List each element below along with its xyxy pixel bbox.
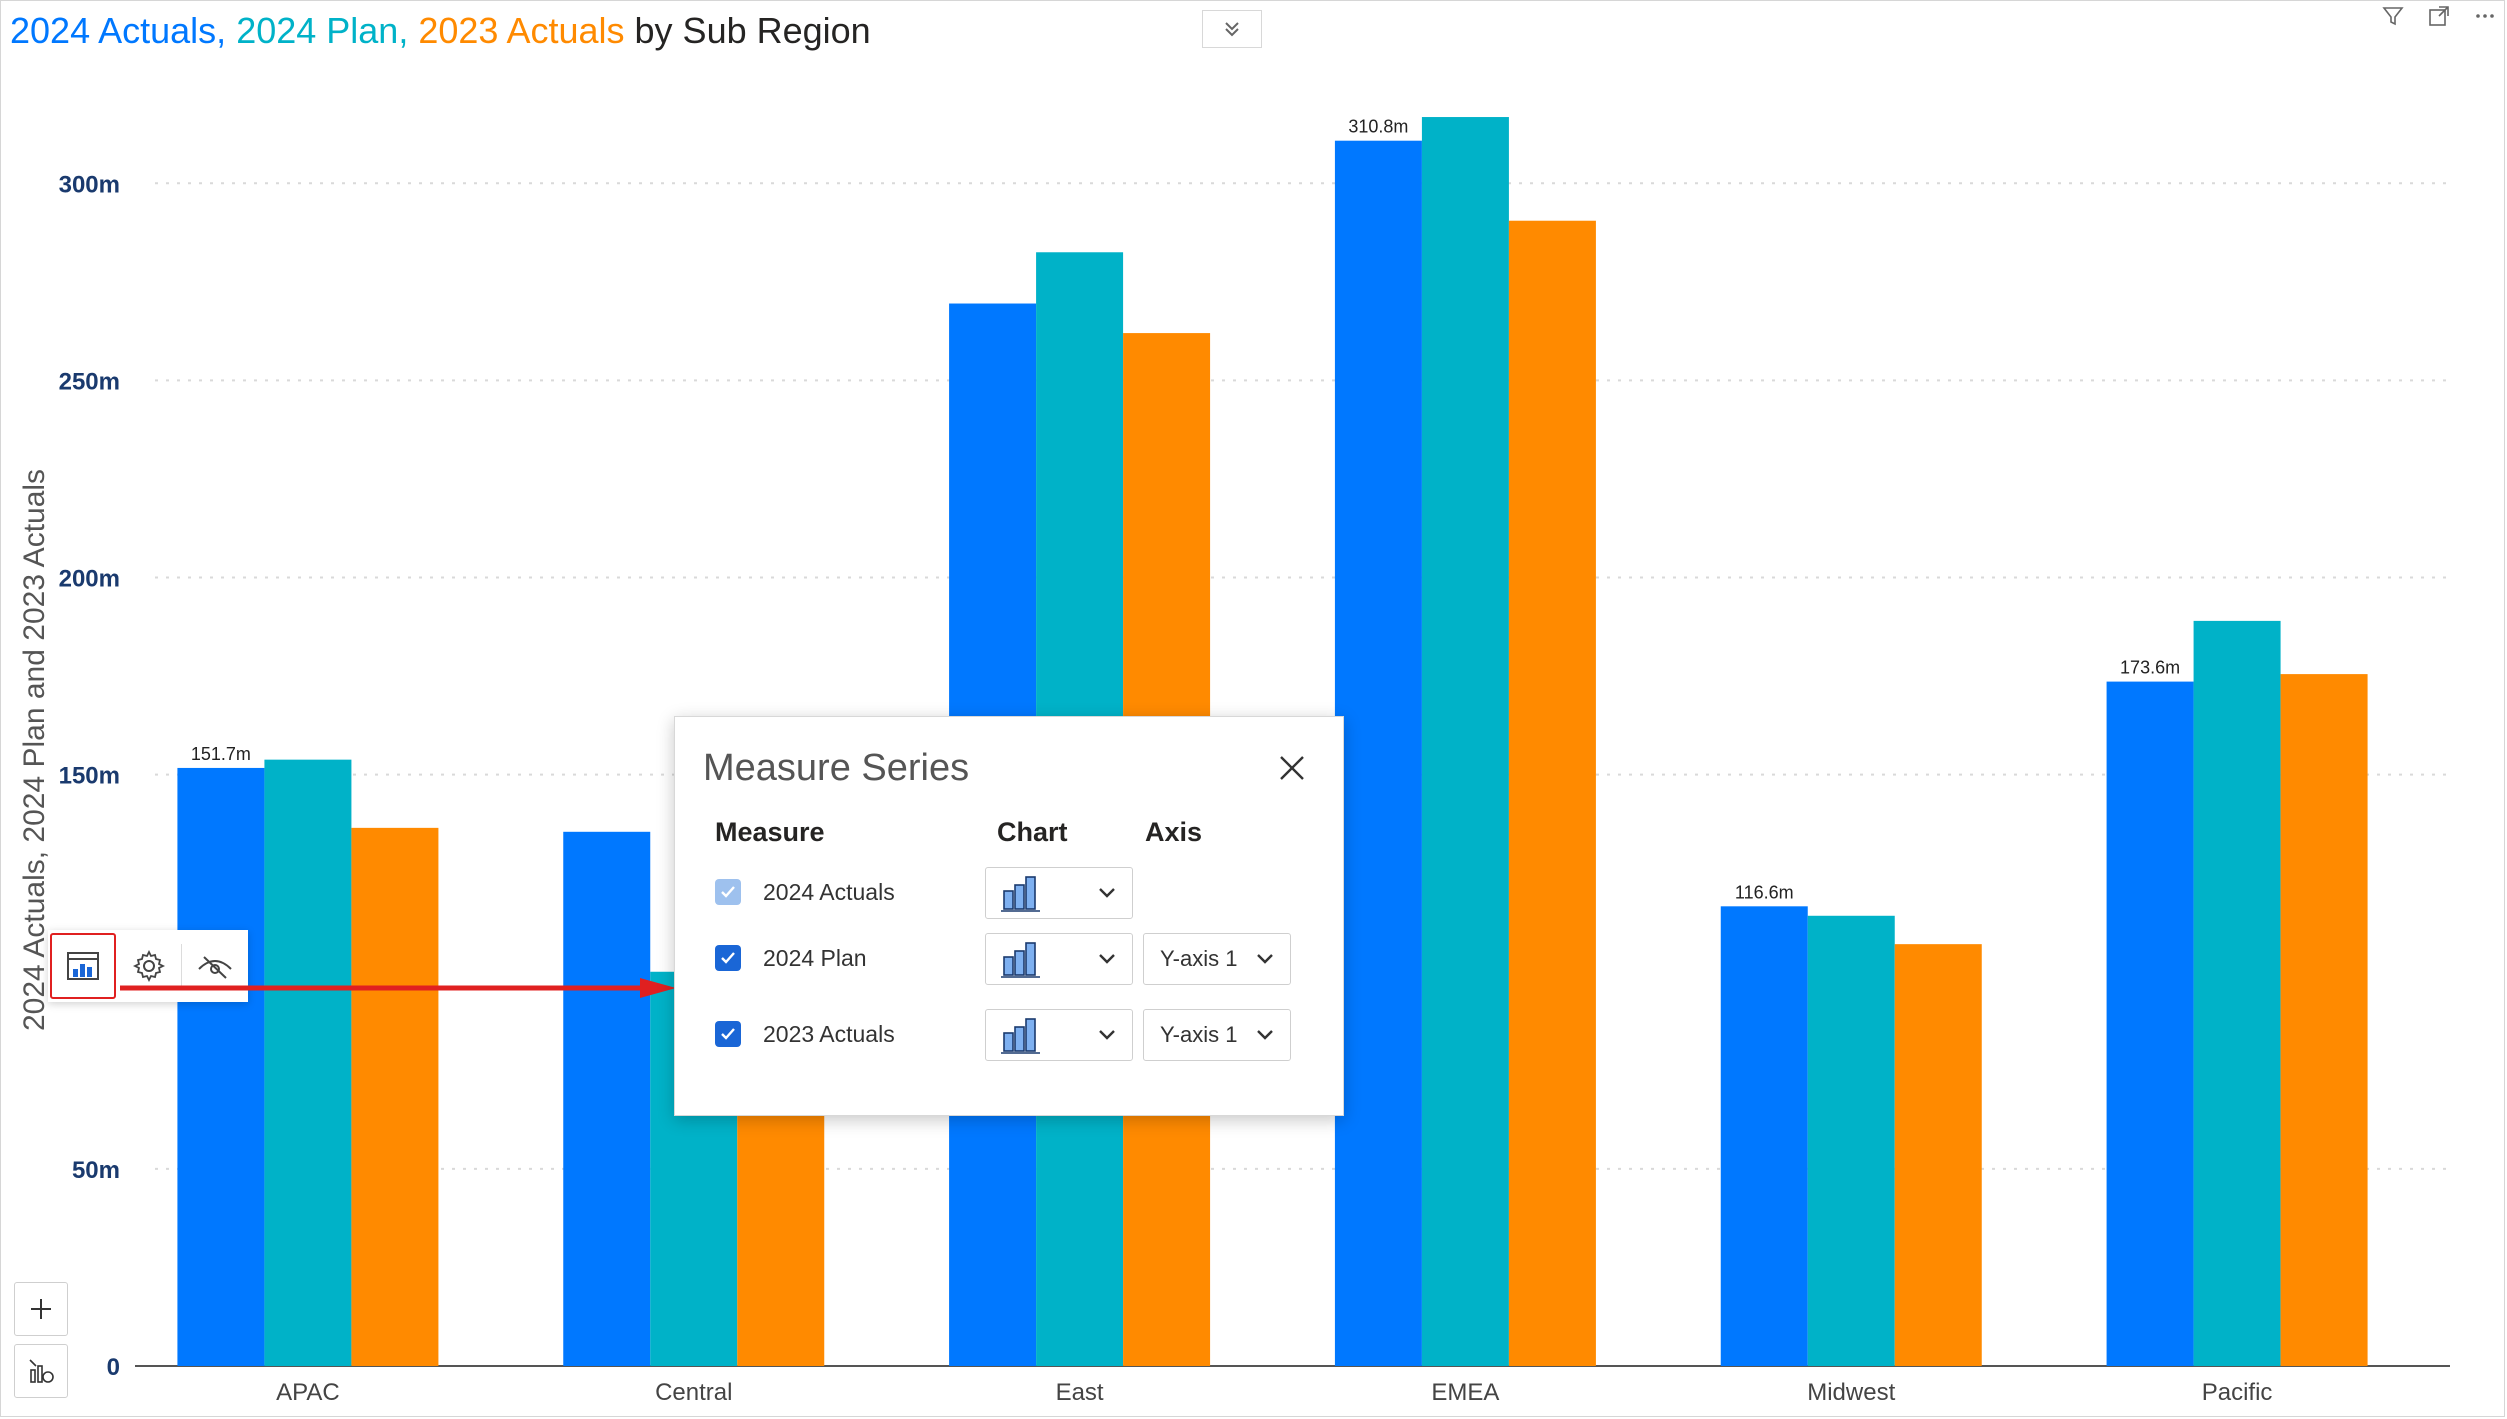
y-tick-label: 200m xyxy=(59,566,120,593)
x-tick-label: East xyxy=(1056,1379,1104,1406)
gear-icon xyxy=(132,949,165,983)
bar-chart-icon xyxy=(1001,876,1040,912)
bar xyxy=(2280,674,2368,1366)
axis-dropdown[interactable]: Y-axis 1 xyxy=(1143,933,1291,985)
bar xyxy=(264,759,352,1366)
bar xyxy=(1508,220,1596,1367)
bar xyxy=(177,767,265,1366)
more-options-icon[interactable] xyxy=(2473,4,2497,33)
column-header-axis: Axis xyxy=(1145,817,1203,847)
data-label: 151.7m xyxy=(191,744,251,764)
bar xyxy=(1421,117,1509,1366)
y-tick-label: 50m xyxy=(72,1157,120,1184)
y-tick-label: 250m xyxy=(59,368,120,395)
chart-type-dropdown[interactable] xyxy=(985,1009,1133,1061)
y-axis-title: 2024 Actuals, 2024 Plan and 2023 Actuals xyxy=(18,469,51,1031)
zoom-in-button[interactable] xyxy=(14,1282,68,1336)
check-icon xyxy=(721,1028,735,1040)
data-label: 116.6m xyxy=(1735,882,1794,902)
measure-checkbox[interactable] xyxy=(715,879,741,905)
measure-row-2024-plan: 2024 Plan Y-axis 1 xyxy=(675,931,1343,987)
axis-dropdown[interactable]: Y-axis 1 xyxy=(1143,1009,1291,1061)
chart-title: 2024 Actuals, 2024 Plan, 2023 Actuals by… xyxy=(10,10,871,52)
reset-zoom-icon xyxy=(29,1359,54,1383)
hide-button[interactable] xyxy=(182,933,248,999)
chevron-down-icon xyxy=(1099,888,1115,898)
close-button[interactable] xyxy=(1277,753,1307,783)
bar-chart-icon xyxy=(1001,1018,1040,1054)
y-tick-label: 0 xyxy=(107,1354,120,1381)
measure-row-2023-actuals: 2023 Actuals Y-axis 1 xyxy=(675,1007,1343,1063)
x-tick-label: Midwest xyxy=(1807,1379,1895,1406)
bar xyxy=(1334,140,1422,1366)
measure-label: 2023 Actuals xyxy=(763,1021,895,1047)
measure-checkbox[interactable] xyxy=(715,945,741,971)
measure-label: 2024 Plan xyxy=(763,945,867,971)
bar xyxy=(2106,681,2194,1366)
chevron-double-down-icon xyxy=(1225,22,1239,37)
bar xyxy=(1894,944,1982,1366)
dialog-title: Measure Series xyxy=(703,747,970,789)
x-tick-label: APAC xyxy=(276,1379,340,1406)
close-icon xyxy=(1280,756,1304,780)
visual-header-icons xyxy=(2381,4,2497,33)
title-series-1: 2024 Actuals, xyxy=(10,10,227,51)
y-tick-label: 150m xyxy=(59,763,120,790)
y-tick-label: 300m xyxy=(59,171,120,198)
measure-series-dialog: Measure Series Measure Chart Axis 2024 A… xyxy=(674,716,1344,1116)
plus-icon xyxy=(31,1299,51,1319)
chart-type-dropdown[interactable] xyxy=(985,933,1133,985)
title-suffix: by Sub Region xyxy=(634,10,871,51)
axis-value: Y-axis 1 xyxy=(1160,946,1238,971)
bar xyxy=(351,827,439,1366)
chevron-down-icon xyxy=(1099,954,1115,964)
bar xyxy=(1807,915,1895,1366)
x-tick-label: Pacific xyxy=(2202,1379,2273,1406)
chevron-down-icon xyxy=(1257,1030,1273,1040)
x-tick-label: EMEA xyxy=(1431,1379,1499,1406)
measure-checkbox[interactable] xyxy=(715,1021,741,1047)
bar-chart-icon xyxy=(1001,942,1040,978)
settings-button[interactable] xyxy=(116,933,182,999)
measure-label: 2024 Actuals xyxy=(763,879,895,905)
chevron-down-icon xyxy=(1099,1030,1115,1040)
hide-icon xyxy=(198,956,232,979)
column-header-measure: Measure xyxy=(715,817,825,847)
collapse-button[interactable] xyxy=(1202,10,1262,48)
data-label: 310.8m xyxy=(1348,117,1408,137)
chevron-down-icon xyxy=(1257,954,1273,964)
focus-mode-icon[interactable] xyxy=(2427,4,2451,33)
bar xyxy=(563,831,651,1366)
chart-toolbar xyxy=(48,930,248,1002)
measure-series-button[interactable] xyxy=(50,933,116,999)
title-series-2: 2024 Plan, xyxy=(236,10,409,51)
bar xyxy=(2193,620,2281,1366)
measure-row-2024-actuals: 2024 Actuals xyxy=(675,865,1343,921)
bar xyxy=(1720,906,1808,1366)
data-label: 173.6m xyxy=(2120,658,2180,678)
measure-series-icon xyxy=(66,952,99,980)
chart-type-dropdown[interactable] xyxy=(985,867,1133,919)
reset-zoom-button[interactable] xyxy=(14,1344,68,1398)
column-header-chart: Chart xyxy=(997,817,1068,847)
check-icon xyxy=(721,952,735,964)
title-series-3: 2023 Actuals xyxy=(418,10,625,51)
axis-value: Y-axis 1 xyxy=(1160,1022,1238,1047)
check-icon xyxy=(721,886,735,898)
toolbar-divider xyxy=(181,944,183,988)
x-tick-label: Central xyxy=(655,1379,732,1406)
filter-icon[interactable] xyxy=(2381,4,2405,33)
